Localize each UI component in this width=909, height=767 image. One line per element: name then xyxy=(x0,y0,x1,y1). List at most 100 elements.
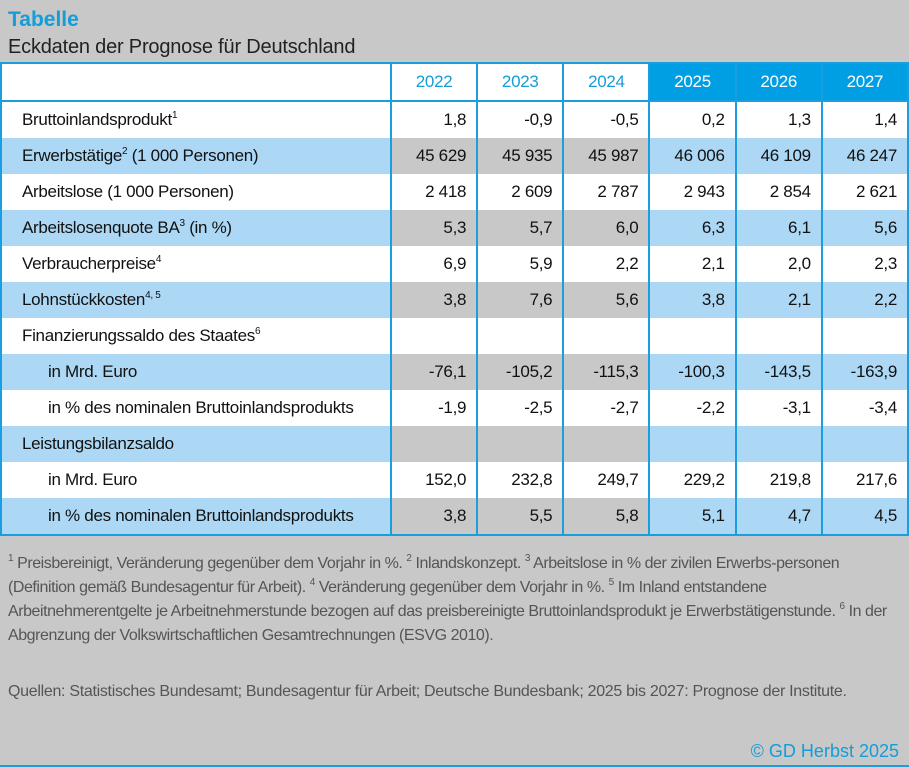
bottom-rule xyxy=(0,765,909,767)
year-header: 2022 xyxy=(389,63,478,102)
row-label-text: Lohnstückkosten xyxy=(22,290,146,309)
value-cell: 7,6 xyxy=(476,282,564,318)
value-cell: 229,2 xyxy=(648,462,736,498)
row-label: Arbeitslose (1 000 Personen) xyxy=(0,174,391,210)
row-label-text: in % des nominalen Bruttoinlandsprodukts xyxy=(48,506,354,525)
table-row: in Mrd. Euro -76,1 -105,2 -115,3 -100,3 -143,… xyxy=(0,354,908,390)
value-cell: -115,3 xyxy=(562,354,650,390)
value-cell: 6,1 xyxy=(734,210,822,246)
value-cell: 2,0 xyxy=(734,246,822,282)
value-cell xyxy=(734,318,822,354)
header-empty-cell xyxy=(0,63,391,102)
value-cell: 4,7 xyxy=(734,498,822,535)
table-row: Arbeitslose (1 000 Personen) 2 418 2 609 2 … xyxy=(0,174,908,210)
row-label-text: Arbeitslose (1 000 Personen) xyxy=(22,182,234,201)
value-cell: 2 609 xyxy=(476,174,564,210)
value-cell: 4,5 xyxy=(820,498,908,535)
value-cell: 5,5 xyxy=(476,498,564,535)
value-cell: 5,3 xyxy=(389,210,478,246)
value-cell: 5,9 xyxy=(476,246,564,282)
footnote-number: 2 xyxy=(406,553,412,564)
value-cell: 2,3 xyxy=(820,246,908,282)
value-cell xyxy=(562,318,650,354)
row-label: Leistungsbilanzsaldo xyxy=(0,426,391,462)
year-header: 2025 xyxy=(648,63,736,102)
value-cell xyxy=(476,426,564,462)
sources: Quellen: Statistisches Bundesamt; Bundes… xyxy=(8,683,847,700)
value-cell: -3,4 xyxy=(820,390,908,426)
value-cell: 6,0 xyxy=(562,210,650,246)
value-cell: 1,8 xyxy=(389,101,478,138)
value-cell: 3,8 xyxy=(389,282,478,318)
value-cell: 5,7 xyxy=(476,210,564,246)
footnote-number: 5 xyxy=(608,577,615,588)
footnote-text: Arbeitslose in % der zivilen Erwerbs-per… xyxy=(8,555,840,596)
row-label: in % des nominalen Bruttoinlandsprodukts xyxy=(0,390,391,426)
value-cell: 5,8 xyxy=(562,498,650,535)
row-label-text: Leistungsbilanzsaldo xyxy=(22,434,174,453)
table-row: Bruttoinlandsprodukt1 1,8 -0,9 -0,5 0,2 1,3 1,… xyxy=(0,101,908,138)
value-cell: 2 943 xyxy=(648,174,736,210)
footnote-number: 4 xyxy=(309,577,316,588)
value-cell: 2 418 xyxy=(389,174,478,210)
value-cell: 3,8 xyxy=(389,498,478,535)
table-row: Leistungsbilanzsaldo xyxy=(0,426,908,462)
value-cell: 2,1 xyxy=(648,246,736,282)
row-label-text: in Mrd. Euro xyxy=(48,470,137,489)
value-cell: -1,9 xyxy=(389,390,478,426)
value-cell: 5,6 xyxy=(562,282,650,318)
value-cell: 5,1 xyxy=(648,498,736,535)
value-cell: -105,2 xyxy=(476,354,564,390)
value-cell: -3,1 xyxy=(734,390,822,426)
row-label: Lohnstückkosten4, 5 xyxy=(0,282,391,318)
value-cell: 2 621 xyxy=(820,174,908,210)
footnotes: 1 Preisbereinigt, Veränderung gegenüber … xyxy=(8,552,903,648)
footnote-text: Veränderung gegenüber dem Vorjahr in %. xyxy=(314,579,609,596)
value-cell: 46 109 xyxy=(734,138,822,174)
value-cell xyxy=(820,318,908,354)
table-row: in % des nominalen Bruttoinlandsprodukts… xyxy=(0,390,908,426)
value-cell: -143,5 xyxy=(734,354,822,390)
value-cell xyxy=(389,426,478,462)
footnote-ref: 4 xyxy=(155,254,162,265)
footnote-number: 1 xyxy=(8,553,14,564)
value-cell: -0,9 xyxy=(476,101,564,138)
value-cell: 46 247 xyxy=(820,138,908,174)
value-cell: 2 787 xyxy=(562,174,650,210)
row-label: in % des nominalen Bruttoinlandsprodukts xyxy=(0,498,391,535)
footnote-number: 6 xyxy=(839,601,845,612)
footnote-text: Im Inland entstandene Arbeitnehmerentgel… xyxy=(8,579,840,620)
row-label: Arbeitslosenquote BA3 (in %) xyxy=(0,210,391,246)
value-cell: 219,8 xyxy=(734,462,822,498)
row-label-text: Verbraucherpreise xyxy=(22,254,156,273)
header-row: 2022 2023 2024 2025 2026 2027 xyxy=(0,63,908,102)
year-header: 2026 xyxy=(734,63,822,102)
table-row: in % des nominalen Bruttoinlandsprodukts… xyxy=(0,498,908,535)
row-label-suffix: (1 000 Personen) xyxy=(127,146,259,165)
value-cell: -2,2 xyxy=(648,390,736,426)
row-label: Erwerbstätige2 (1 000 Personen) xyxy=(0,138,391,174)
value-cell: 46 006 xyxy=(648,138,736,174)
value-cell: 2,2 xyxy=(820,282,908,318)
value-cell: 232,8 xyxy=(476,462,564,498)
row-label-text: Arbeitslosenquote BA xyxy=(22,218,180,237)
value-cell xyxy=(562,426,650,462)
value-cell: -0,5 xyxy=(562,101,650,138)
table-title: Eckdaten der Prognose für Deutschland xyxy=(8,36,356,58)
value-cell: 2,2 xyxy=(562,246,650,282)
row-label-text: in Mrd. Euro xyxy=(48,362,137,381)
value-cell: 45 935 xyxy=(476,138,564,174)
value-cell: -76,1 xyxy=(389,354,478,390)
table-row: Verbraucherpreise4 6,9 5,9 2,2 2,1 2,0 2,3 xyxy=(0,246,908,282)
value-cell xyxy=(389,318,478,354)
value-cell: 0,2 xyxy=(648,101,736,138)
table-row: Erwerbstätige2 (1 000 Personen) 45 629 45 … xyxy=(0,138,908,174)
value-cell: 45 987 xyxy=(562,138,650,174)
value-cell xyxy=(648,426,736,462)
table-row: Arbeitslosenquote BA3 (in %) 5,3 5,7 6,0 6,3… xyxy=(0,210,908,246)
row-label-text: Bruttoinlandsprodukt xyxy=(22,110,172,129)
table-row: in Mrd. Euro 152,0 232,8 249,7 229,2 219,8 217… xyxy=(0,462,908,498)
forecast-table: 2022 2023 2024 2025 2026 2027 Bruttoinlandspr… xyxy=(0,62,909,536)
value-cell xyxy=(820,426,908,462)
footnote-ref: 3 xyxy=(179,218,186,229)
